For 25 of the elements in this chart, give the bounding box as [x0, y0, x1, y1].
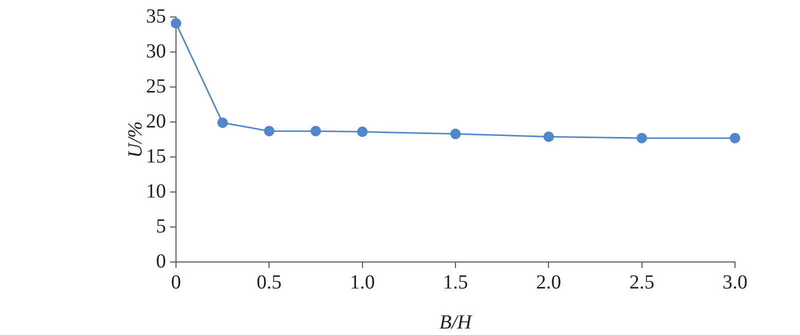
y-tick-label: 35	[146, 5, 166, 28]
point	[450, 128, 461, 140]
y-tick-label: 5	[156, 215, 166, 238]
x-tick-label: 1.0	[350, 271, 375, 294]
x-tick-label: 2.0	[536, 271, 562, 294]
y-tick-label: 15	[146, 145, 166, 168]
x-tick-label: 0.5	[256, 271, 282, 294]
point	[264, 126, 274, 136]
y-tick-label: 25	[146, 75, 166, 98]
y-tick-label: 30	[146, 40, 166, 62]
x-tick-label: 3.0	[722, 271, 748, 294]
x-tick-label: 0	[171, 271, 181, 294]
x-tick-label: 2.5	[629, 271, 654, 294]
point	[636, 132, 648, 144]
point	[543, 131, 554, 142]
point	[310, 126, 321, 136]
x-axis-title: B/H	[439, 311, 474, 334]
y-tick-label: 0	[156, 250, 166, 272]
y-tick-label: 20	[146, 110, 166, 132]
point	[730, 132, 740, 144]
point	[217, 117, 228, 128]
y-tick-label: 10	[146, 180, 166, 202]
point	[357, 126, 368, 138]
x-tick-label: 1.5	[443, 271, 468, 294]
y-axis-title: U/%	[124, 121, 146, 158]
